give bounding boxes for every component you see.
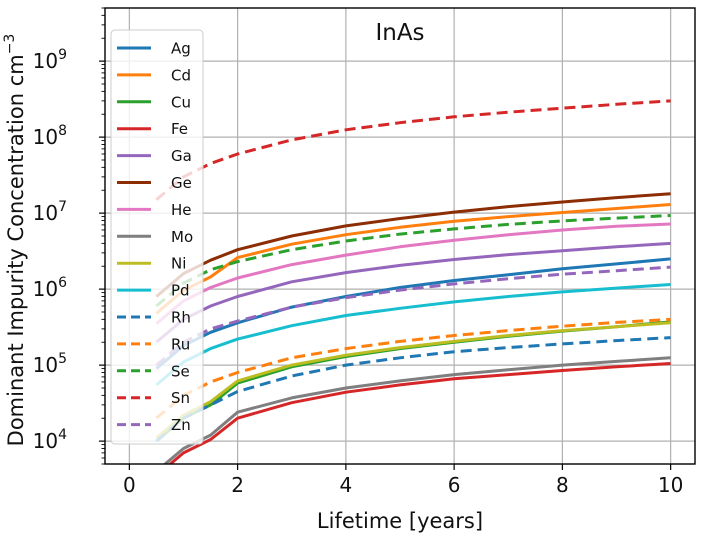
legend-label-mo: Mo xyxy=(171,228,193,246)
y-tick-label: 107 xyxy=(33,199,67,225)
y-tick-exp: 5 xyxy=(58,351,67,367)
legend-label-he: He xyxy=(171,201,192,219)
series-line-fe xyxy=(168,362,671,464)
legend-label-ge: Ge xyxy=(171,174,192,192)
x-ticks: 0 2 4 6 8 10 xyxy=(123,464,683,497)
y-tick-base: 10 xyxy=(33,353,58,377)
legend-label-ag: Ag xyxy=(171,40,191,58)
series-line-ga xyxy=(155,241,671,344)
series-line-mo xyxy=(162,356,671,464)
legend-label-cu: Cu xyxy=(171,93,191,111)
legend-label-sn: Sn xyxy=(171,389,190,407)
series-line-ag xyxy=(155,257,671,370)
y-tick-label: 104 xyxy=(33,427,67,453)
x-tick-label: 0 xyxy=(123,473,136,497)
legend-label-pd: Pd xyxy=(171,282,190,300)
y-tick-label: 109 xyxy=(33,47,67,73)
y-axis-label-main: Dominant Impurity Concentration cm xyxy=(4,54,28,446)
y-tick-base: 10 xyxy=(33,49,58,73)
y-axis-label: Dominant Impurity Concentration cm−3 xyxy=(2,34,28,447)
y-tick-base: 10 xyxy=(33,201,58,225)
series-line-pd xyxy=(155,283,671,387)
y-tick-label: 105 xyxy=(33,351,67,377)
x-axis-label: Lifetime [years] xyxy=(317,509,483,533)
series-line-ge xyxy=(155,192,671,298)
x-tick-label: 2 xyxy=(231,473,244,497)
y-tick-label: 106 xyxy=(33,275,67,301)
series-line-cd xyxy=(155,203,671,315)
y-tick-base: 10 xyxy=(33,125,58,149)
legend: Ag Cd Cu Fe Ga Ge He Mo Ni Pd Rh Ru Se Sn Zn xyxy=(110,29,204,445)
y-tick-exp: 8 xyxy=(58,123,67,139)
legend-label-cd: Cd xyxy=(171,66,191,84)
series-line-ru xyxy=(155,317,671,420)
y-tick-exp: 9 xyxy=(58,47,67,63)
legend-label-ga: Ga xyxy=(171,147,192,165)
series-line-rh xyxy=(155,336,671,443)
x-tick-label: 10 xyxy=(658,473,683,497)
y-tick-base: 10 xyxy=(33,277,58,301)
y-tick-exp: 6 xyxy=(58,275,67,291)
legend-box xyxy=(110,29,204,445)
series-layer xyxy=(155,99,671,464)
x-tick-label: 8 xyxy=(556,473,569,497)
y-tick-base: 10 xyxy=(33,429,58,453)
legend-label-ru: Ru xyxy=(171,335,190,353)
y-tick-exp: 7 xyxy=(58,199,67,215)
legend-label-rh: Rh xyxy=(171,309,191,327)
series-line-ni xyxy=(155,321,671,440)
y-tick-exp: 4 xyxy=(58,427,67,443)
y-axis-label-sup: −3 xyxy=(2,34,18,55)
chart-title: InAs xyxy=(375,20,424,46)
series-line-se xyxy=(155,214,671,308)
legend-label-fe: Fe xyxy=(171,120,188,138)
legend-label-ni: Ni xyxy=(171,255,186,273)
x-tick-label: 4 xyxy=(340,473,353,497)
y-tick-label: 108 xyxy=(33,123,67,149)
legend-label-se: Se xyxy=(171,362,190,380)
legend-label-zn: Zn xyxy=(171,416,191,434)
series-line-sn xyxy=(155,99,671,201)
x-tick-label: 6 xyxy=(448,473,461,497)
series-line-zn xyxy=(155,265,671,367)
series-line-he xyxy=(155,222,671,325)
